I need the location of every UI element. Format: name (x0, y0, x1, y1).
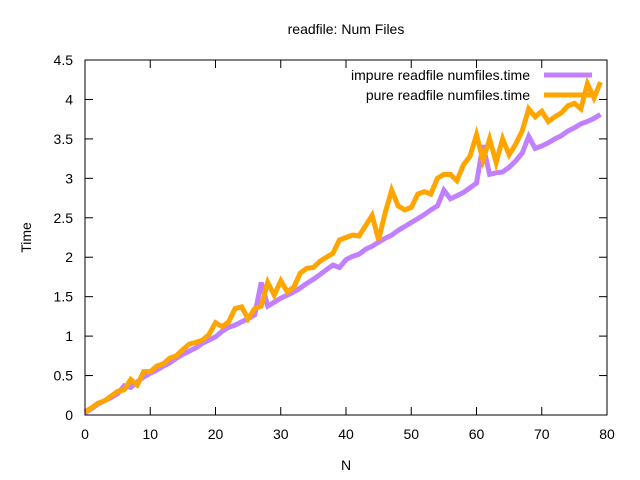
chart-title: readfile: Num Files (288, 21, 405, 37)
series-line-1 (83, 112, 602, 415)
y-tick-label: 2.5 (54, 210, 74, 226)
x-tick-label: 50 (403, 426, 419, 442)
y-tick-label: 0.5 (54, 368, 74, 384)
x-tick-label: 70 (534, 426, 550, 442)
x-tick-label: 30 (273, 426, 289, 442)
series-line-2 (83, 76, 603, 414)
x-axis-label: N (341, 457, 351, 473)
axis-ticks: 0 10 20 30 40 50 60 70 80 0 0.5 1 1.5 2 2.5 3 3.5 4 4.5 (54, 52, 615, 442)
x-tick-label: 10 (142, 426, 158, 442)
x-tick-label: 0 (81, 426, 89, 442)
y-tick-label: 1.5 (54, 289, 74, 305)
x-tick-label: 80 (599, 426, 615, 442)
legend: impure readfile numfiles.time pure readfi… (351, 67, 592, 103)
y-tick-label: 4.5 (54, 52, 74, 68)
legend-label-2: pure readfile numfiles.time (366, 87, 530, 103)
series-group (83, 76, 603, 415)
y-tick-label: 0 (65, 407, 73, 423)
x-tick-label: 20 (208, 426, 224, 442)
y-tick-label: 4 (65, 91, 73, 107)
x-tick-label: 40 (338, 426, 354, 442)
y-axis-label: Time (18, 222, 34, 253)
x-tick-label: 60 (469, 426, 485, 442)
plot-frame (84, 59, 608, 416)
y-tick-label: 2 (65, 249, 73, 265)
y-tick-label: 3 (65, 170, 73, 186)
legend-label-1: impure readfile numfiles.time (351, 67, 530, 83)
y-tick-label: 1 (65, 328, 73, 344)
y-tick-label: 3.5 (54, 131, 74, 147)
